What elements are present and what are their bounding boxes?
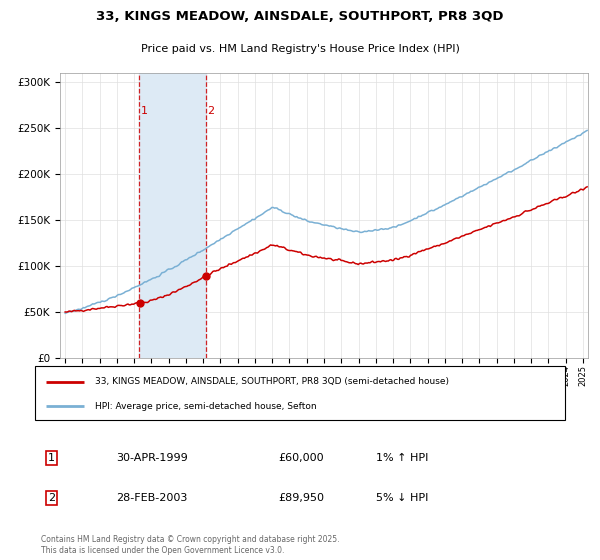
Text: 2: 2	[208, 106, 215, 116]
Text: 1% ↑ HPI: 1% ↑ HPI	[376, 453, 428, 463]
Text: 30-APR-1999: 30-APR-1999	[116, 453, 188, 463]
Text: Price paid vs. HM Land Registry's House Price Index (HPI): Price paid vs. HM Land Registry's House …	[140, 44, 460, 54]
Bar	[139, 73, 206, 358]
Text: £60,000: £60,000	[278, 453, 324, 463]
Text: 2: 2	[48, 493, 55, 503]
Text: £89,950: £89,950	[278, 493, 325, 503]
Text: 5% ↓ HPI: 5% ↓ HPI	[376, 493, 428, 503]
Text: 28-FEB-2003: 28-FEB-2003	[116, 493, 188, 503]
Text: 1: 1	[48, 453, 55, 463]
Text: 33, KINGS MEADOW, AINSDALE, SOUTHPORT, PR8 3QD: 33, KINGS MEADOW, AINSDALE, SOUTHPORT, P…	[96, 10, 504, 23]
Text: Contains HM Land Registry data © Crown copyright and database right 2025.
This d: Contains HM Land Registry data © Crown c…	[41, 535, 340, 554]
Text: 33, KINGS MEADOW, AINSDALE, SOUTHPORT, PR8 3QD (semi-detached house): 33, KINGS MEADOW, AINSDALE, SOUTHPORT, P…	[95, 377, 449, 386]
Text: HPI: Average price, semi-detached house, Sefton: HPI: Average price, semi-detached house,…	[95, 402, 316, 411]
Text: 1: 1	[141, 106, 148, 116]
